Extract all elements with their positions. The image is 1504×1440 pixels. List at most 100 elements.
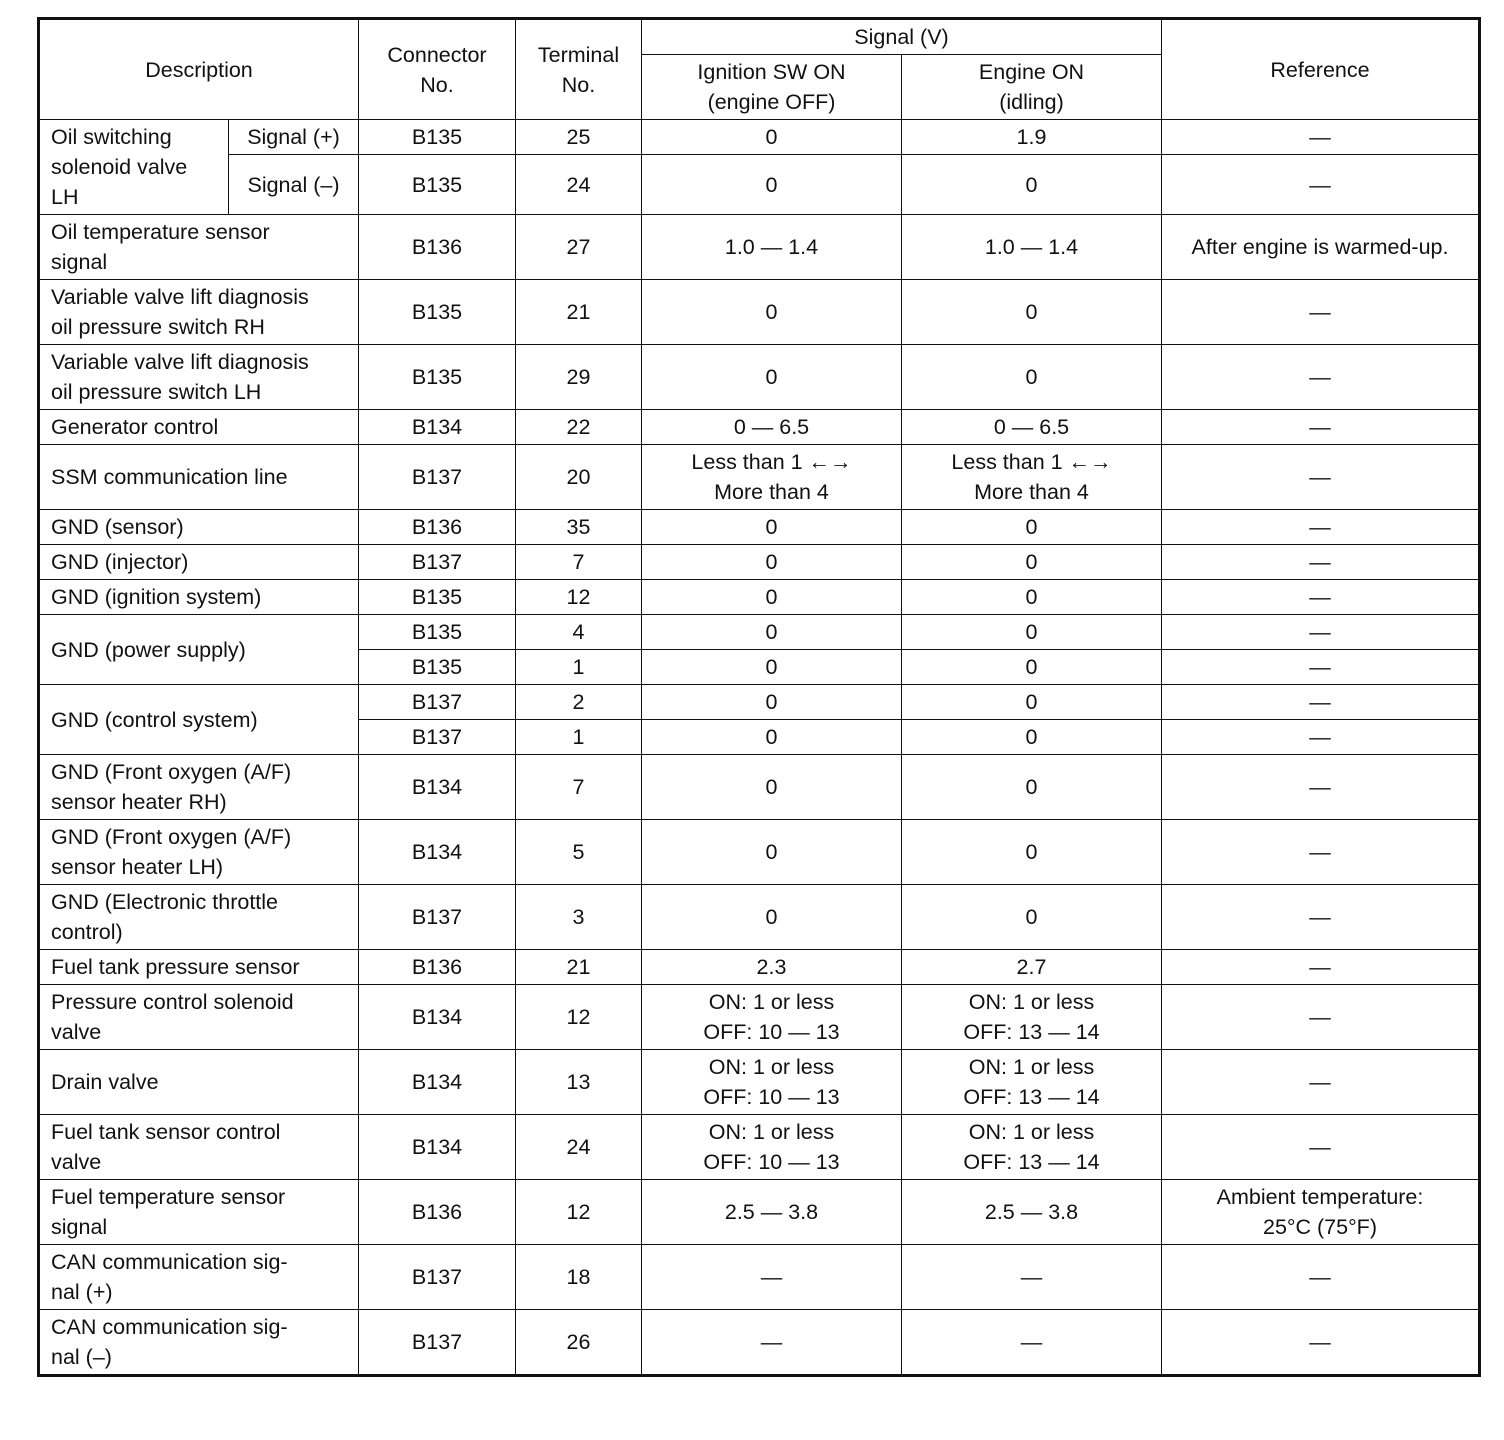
header-subrow: Ignition SW ON (engine OFF) Engine ON (i… — [39, 54, 1480, 120]
reference-cell: — — [1161, 884, 1480, 950]
terminal-cell: 12 — [515, 579, 642, 615]
engine-on-value: 2.7 — [901, 949, 1162, 985]
table-row: Oil temperature sensor signal B136 27 1.0 —… — [38, 214, 1480, 280]
ignition-on-value: 1.0 — 1.4 — [641, 214, 902, 280]
header-row: Description Connector No. Terminal No. S… — [38, 18, 1480, 120]
table-row: Signal (–) B135 24 0 0— — [39, 154, 1480, 215]
ignition-on-value: 0 — [641, 614, 902, 650]
connector-cell: B135 — [358, 579, 516, 615]
ignition-on-value: 0 — [641, 649, 902, 685]
connector-cell: B137 — [358, 444, 516, 510]
reference-cell: — — [1161, 344, 1480, 410]
header-description: Description — [38, 18, 359, 120]
connector-cell: B135 — [358, 649, 516, 685]
header-reference: Reference — [1161, 18, 1480, 120]
engine-on-value: Less than 1 ←→ More than 4 — [901, 444, 1162, 510]
ignition-on-value: 0 — [641, 754, 902, 820]
description-cell: Oil switching solenoid valve LH — [38, 119, 229, 215]
signal-table: Description Connector No. Terminal No. S… — [37, 17, 1481, 1377]
engine-on-value: ON: 1 or less OFF: 13 — 14 — [901, 1049, 1162, 1115]
connector-cell: B137 — [358, 1309, 516, 1376]
description-cell: Variable valve lift diagnosis oil pressu… — [38, 344, 359, 410]
terminal-cell: 24 — [515, 154, 642, 215]
reference-cell: — — [1161, 1114, 1480, 1180]
table-row: Variable valve lift diagnosis oil pressu… — [38, 344, 1480, 410]
terminal-cell: 25 — [515, 119, 642, 155]
description-cell: GND (power supply) — [38, 614, 359, 685]
terminal-cell: 5 — [515, 819, 642, 885]
table-row: GND (control system) B137 2 0 0— — [38, 684, 1480, 755]
table-row: SSM communication line B137 20 Less than 1 … — [38, 444, 1480, 510]
connector-cell: B135 — [358, 279, 516, 345]
description-cell: Variable valve lift diagnosis oil pressu… — [38, 279, 359, 345]
header-terminal: Terminal No. — [515, 18, 642, 120]
description-cell: GND (control system) — [38, 684, 359, 755]
ignition-on-value: 0 — 6.5 — [641, 409, 902, 445]
description-cell: Oil temperature sensor signal — [38, 214, 359, 280]
terminal-cell: 35 — [515, 509, 642, 545]
terminal-cell: 27 — [515, 214, 642, 280]
terminal-cell: 20 — [515, 444, 642, 510]
connector-cell: B137 — [358, 884, 516, 950]
ignition-on-value: 0 — [641, 119, 902, 155]
engine-on-value: 0 — [901, 509, 1162, 545]
terminal-cell: 21 — [515, 949, 642, 985]
connector-cell: B136 — [358, 1179, 516, 1245]
connector-cell: B136 — [358, 509, 516, 545]
sub-description-cell: Signal (–) — [228, 154, 359, 215]
reference-cell: Ambient temperature: 25°C (75°F) — [1161, 1179, 1480, 1245]
header-connector: Connector No. — [358, 18, 516, 120]
ignition-on-value: 0 — [641, 344, 902, 410]
ignition-on-value: 0 — [641, 154, 902, 215]
connector-cell: B134 — [358, 984, 516, 1050]
table-row: GND (injector) B137 7 0 0— — [38, 544, 1480, 580]
reference-cell: — — [1161, 279, 1480, 345]
terminal-cell: 7 — [515, 544, 642, 580]
engine-on-value: 0 — [901, 544, 1162, 580]
engine-on-value: ON: 1 or less OFF: 13 — 14 — [901, 984, 1162, 1050]
connector-cell: B136 — [358, 949, 516, 985]
engine-on-value: 0 — 6.5 — [901, 409, 1162, 445]
table-row: Fuel tank sensor control valve B134 24 ON: … — [38, 1114, 1480, 1180]
connector-cell: B135 — [358, 154, 516, 215]
description-cell: GND (sensor) — [38, 509, 359, 545]
terminal-cell: 22 — [515, 409, 642, 445]
engine-on-value: 0 — [901, 719, 1162, 755]
terminal-cell: 7 — [515, 754, 642, 820]
reference-cell: — — [1161, 154, 1480, 215]
ignition-on-value: — — [641, 1244, 902, 1310]
terminal-cell: 2 — [515, 684, 642, 720]
reference-cell: — — [1161, 579, 1480, 615]
table-row: GND (power supply) B135 4 0 0— — [38, 614, 1480, 685]
ignition-on-value: 2.5 — 3.8 — [641, 1179, 902, 1245]
reference-cell: — — [1161, 754, 1480, 820]
engine-on-value: 1.9 — [901, 119, 1162, 155]
table-row: Generator control B134 22 0 — 6.5 0 — 6.5— — [38, 409, 1480, 445]
table-row: Drain valve B134 13 ON: 1 or less OFF: 10 —… — [38, 1049, 1480, 1115]
connector-cell: B134 — [358, 1049, 516, 1115]
connector-cell: B137 — [358, 1244, 516, 1310]
connector-cell: B135 — [358, 119, 516, 155]
table-row: GND (Front oxygen (A/F) sensor heater LH… — [38, 819, 1480, 885]
table-row: Oil switching solenoid valve LH Signal (+… — [38, 119, 1480, 215]
terminal-cell: 13 — [515, 1049, 642, 1115]
ignition-on-value: Less than 1 ←→ More than 4 — [641, 444, 902, 510]
ignition-on-value: 2.3 — [641, 949, 902, 985]
ignition-on-value: ON: 1 or less OFF: 10 — 13 — [641, 1114, 902, 1180]
reference-cell: — — [1161, 684, 1480, 720]
reference-cell: — — [1161, 819, 1480, 885]
engine-on-value: 0 — [901, 884, 1162, 950]
connector-cell: B134 — [358, 1114, 516, 1180]
sub-description-cell: Signal (+) — [228, 119, 359, 155]
header-engine-on: Engine ON (idling) — [901, 54, 1162, 120]
table-row: GND (sensor) B136 35 0 0— — [38, 509, 1480, 545]
reference-cell: — — [1161, 509, 1480, 545]
description-cell: CAN communication sig- nal (+) — [38, 1244, 359, 1310]
ignition-on-value: 0 — [641, 579, 902, 615]
table-row: GND (Electronic throttle control) B137 3 0 0… — [38, 884, 1480, 950]
engine-on-value: 1.0 — 1.4 — [901, 214, 1162, 280]
description-cell: GND (Electronic throttle control) — [38, 884, 359, 950]
ignition-on-value: 0 — [641, 819, 902, 885]
terminal-cell: 24 — [515, 1114, 642, 1180]
reference-cell: — — [1161, 984, 1480, 1050]
